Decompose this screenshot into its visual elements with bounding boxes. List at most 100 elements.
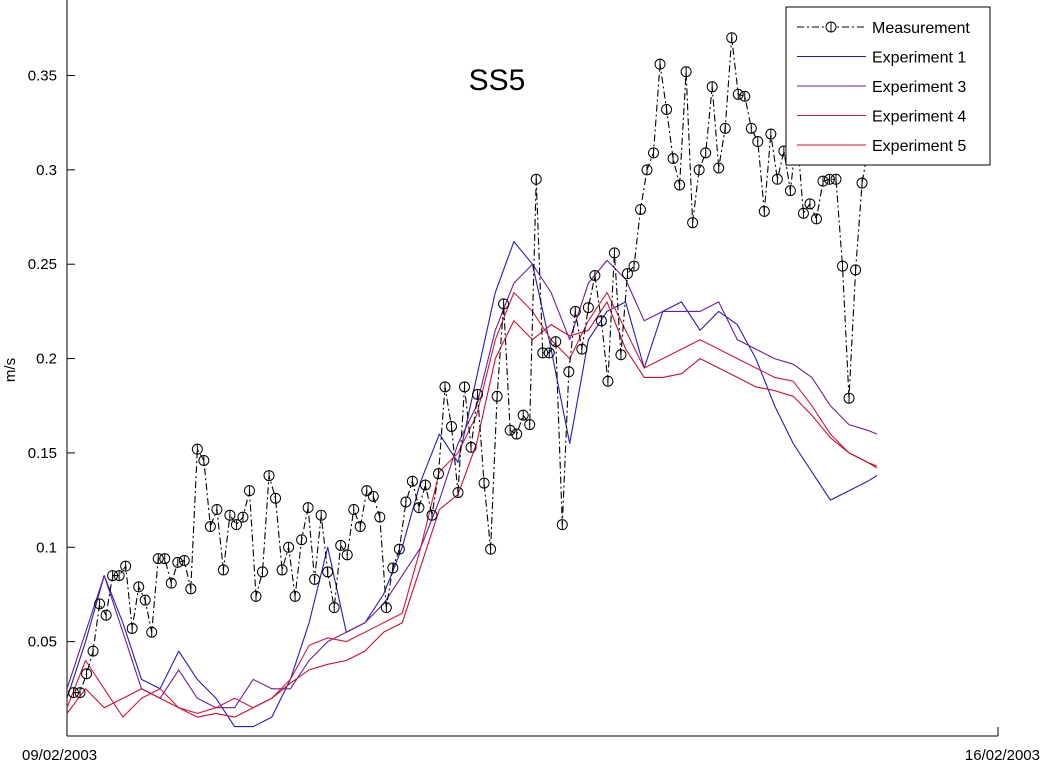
series-experiment-5 bbox=[67, 301, 878, 718]
measurement-point-9 bbox=[126, 622, 138, 634]
measurement-point-92 bbox=[667, 153, 679, 165]
measurement-point-105 bbox=[752, 136, 764, 148]
measurement-point-102 bbox=[732, 88, 744, 100]
measurement-point-115 bbox=[817, 175, 829, 187]
measurement-point-65 bbox=[491, 390, 503, 402]
measurement-point-78 bbox=[576, 343, 588, 355]
measurement-point-98 bbox=[706, 81, 718, 93]
measurement-point-4 bbox=[94, 598, 106, 610]
measurement-point-67 bbox=[504, 424, 516, 436]
legend-item-experiment-4: Experiment 4 bbox=[797, 109, 966, 126]
measurement-point-22 bbox=[211, 504, 223, 516]
measurement-point-57 bbox=[439, 381, 451, 393]
legend-label-experiment-5: Experiment 5 bbox=[872, 138, 966, 155]
measurement-point-6 bbox=[107, 570, 119, 582]
measurement-point-10 bbox=[133, 581, 145, 593]
measurement-point-14 bbox=[159, 553, 171, 565]
measurement-point-118 bbox=[837, 260, 849, 272]
measurement-point-103 bbox=[739, 90, 751, 102]
measurement-point-113 bbox=[804, 198, 816, 210]
measurement-point-121 bbox=[856, 177, 868, 189]
x-tick-label-end: 16/02/2003 bbox=[965, 747, 1040, 764]
measurement-point-69 bbox=[517, 409, 529, 421]
y-tick-label-4: 0.25 bbox=[28, 256, 57, 273]
y-tick-label-6: 0.35 bbox=[28, 67, 57, 84]
y-axis-label: m/s bbox=[2, 358, 19, 382]
y-tick-label-1: 0.1 bbox=[36, 539, 57, 556]
measurement-point-53 bbox=[413, 502, 425, 514]
legend-item-experiment-5: Experiment 5 bbox=[797, 138, 966, 155]
measurement-point-19 bbox=[191, 443, 203, 455]
measurement-point-38 bbox=[315, 509, 327, 521]
measurement-point-101 bbox=[726, 32, 738, 44]
series-line-experiment-1 bbox=[67, 241, 878, 728]
measurement-point-62 bbox=[472, 388, 484, 400]
chart-title: SS5 bbox=[469, 64, 526, 97]
measurement-point-96 bbox=[693, 164, 705, 176]
y-tick-label-5: 0.3 bbox=[36, 162, 57, 179]
measurement-point-114 bbox=[810, 213, 822, 225]
measurement-point-1 bbox=[74, 687, 86, 699]
measurement-point-83 bbox=[608, 247, 620, 259]
measurement-point-84 bbox=[615, 349, 627, 361]
series-line-experiment-3 bbox=[67, 259, 878, 709]
measurement-point-63 bbox=[478, 477, 490, 489]
measurement-point-68 bbox=[511, 428, 523, 440]
series-line-experiment-4 bbox=[67, 291, 878, 718]
y-tick-label-3: 0.2 bbox=[36, 351, 57, 368]
measurement-point-48 bbox=[380, 602, 392, 614]
measurement-point-25 bbox=[230, 519, 242, 531]
measurement-point-0 bbox=[68, 687, 80, 699]
measurement-point-107 bbox=[765, 128, 777, 140]
measurement-point-44 bbox=[354, 521, 366, 533]
measurement-point-73 bbox=[543, 347, 555, 359]
legend-label-measurement: Measurement bbox=[872, 20, 970, 37]
measurement-point-120 bbox=[850, 264, 862, 276]
measurement-point-55 bbox=[426, 509, 438, 521]
measurement-point-32 bbox=[276, 564, 288, 576]
measurement-point-116 bbox=[823, 173, 835, 185]
measurement-point-29 bbox=[257, 566, 269, 578]
measurement-point-27 bbox=[243, 485, 255, 497]
series-measurement bbox=[68, 32, 875, 699]
measurement-point-5 bbox=[100, 609, 112, 621]
measurement-point-119 bbox=[843, 392, 855, 404]
measurement-point-77 bbox=[569, 305, 581, 317]
measurement-point-50 bbox=[393, 543, 405, 555]
measurement-point-56 bbox=[432, 468, 444, 480]
measurement-point-80 bbox=[589, 270, 601, 282]
measurement-point-100 bbox=[719, 122, 731, 134]
measurement-point-16 bbox=[172, 556, 184, 568]
measurement-point-52 bbox=[406, 475, 418, 487]
series-line-experiment-5 bbox=[67, 301, 878, 718]
measurement-point-36 bbox=[302, 502, 314, 514]
measurement-point-91 bbox=[661, 103, 673, 115]
measurement-point-35 bbox=[296, 534, 308, 546]
series-layer bbox=[67, 32, 878, 728]
measurement-point-58 bbox=[446, 421, 458, 433]
measurement-point-93 bbox=[674, 179, 686, 191]
measurement-point-40 bbox=[328, 602, 340, 614]
measurement-point-30 bbox=[263, 470, 275, 482]
measurement-point-39 bbox=[322, 566, 334, 578]
measurement-point-49 bbox=[387, 562, 399, 574]
measurement-point-94 bbox=[680, 66, 692, 78]
measurement-point-104 bbox=[745, 122, 757, 134]
measurement-point-20 bbox=[198, 454, 210, 466]
legend-item-measurement: Measurement bbox=[797, 20, 970, 37]
series-experiment-1 bbox=[67, 241, 878, 728]
measurement-point-90 bbox=[654, 58, 666, 70]
series-experiment-4 bbox=[67, 291, 878, 718]
measurement-point-75 bbox=[556, 519, 568, 531]
measurement-point-2 bbox=[81, 668, 93, 680]
measurement-point-41 bbox=[335, 539, 347, 551]
y-tick-label-2: 0.15 bbox=[28, 445, 57, 462]
legend-item-experiment-1: Experiment 1 bbox=[797, 50, 966, 67]
measurement-point-76 bbox=[563, 366, 575, 378]
measurement-point-7 bbox=[113, 570, 125, 582]
measurement-point-54 bbox=[419, 479, 431, 491]
measurement-point-110 bbox=[784, 185, 796, 197]
measurement-point-72 bbox=[537, 347, 549, 359]
